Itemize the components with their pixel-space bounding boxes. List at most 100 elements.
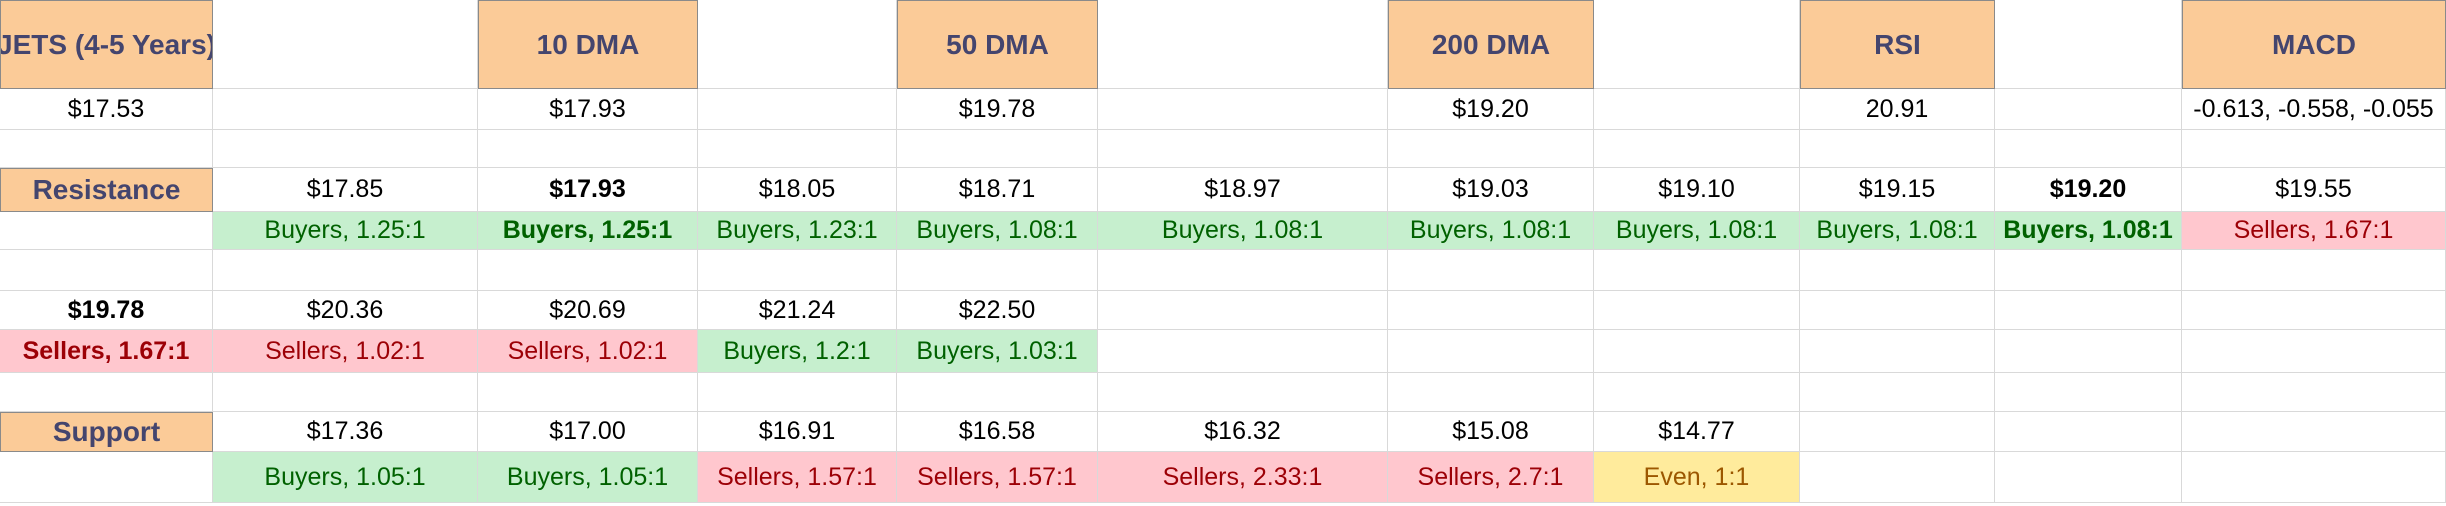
dma10-header[interactable]: 10 DMA [478,0,698,89]
empty-cell[interactable] [0,250,213,291]
empty-cell[interactable] [213,373,478,412]
empty-cell[interactable] [213,130,478,168]
resistance-ratio[interactable]: Sellers, 1.02:1 [213,330,478,373]
resistance-price[interactable]: $19.15 [1800,168,1995,212]
empty-cell[interactable] [698,89,897,130]
empty-cell[interactable] [698,373,897,412]
resistance-ratio[interactable]: Sellers, 1.67:1 [0,330,213,373]
empty-cell[interactable] [213,0,478,89]
empty-cell[interactable] [1098,0,1388,89]
empty-cell[interactable] [2182,412,2446,452]
empty-cell[interactable] [1098,130,1388,168]
empty-cell[interactable] [478,250,698,291]
empty-cell[interactable] [1995,89,2182,130]
resistance-ratio[interactable]: Buyers, 1.08:1 [1995,212,2182,250]
resistance-price[interactable]: $19.10 [1594,168,1800,212]
empty-cell[interactable] [1995,250,2182,291]
macd-value[interactable]: -0.613, -0.558, -0.055 [2182,89,2446,130]
empty-cell[interactable] [1800,291,1995,330]
rsi-header[interactable]: RSI [1800,0,1995,89]
resistance-ratio[interactable]: Buyers, 1.23:1 [698,212,897,250]
empty-cell[interactable] [1594,373,1800,412]
empty-cell[interactable] [897,373,1098,412]
support-price[interactable]: $16.32 [1098,412,1388,452]
resistance-ratio[interactable]: Buyers, 1.08:1 [897,212,1098,250]
resistance-price[interactable]: $20.69 [478,291,698,330]
support-ratio[interactable]: Sellers, 2.7:1 [1388,452,1594,503]
empty-cell[interactable] [0,373,213,412]
macd-header[interactable]: MACD [2182,0,2446,89]
empty-cell[interactable] [698,130,897,168]
empty-cell[interactable] [1594,89,1800,130]
support-price[interactable]: $16.58 [897,412,1098,452]
empty-cell[interactable] [2182,452,2446,503]
dma200-header[interactable]: 200 DMA [1388,0,1594,89]
empty-cell[interactable] [0,212,213,250]
empty-cell[interactable] [213,250,478,291]
empty-cell[interactable] [0,452,213,503]
support-ratio[interactable]: Sellers, 2.33:1 [1098,452,1388,503]
resistance-ratio[interactable]: Sellers, 1.67:1 [2182,212,2446,250]
rsi-value[interactable]: 20.91 [1800,89,1995,130]
resistance-ratio[interactable]: Sellers, 1.02:1 [478,330,698,373]
resistance-ratio[interactable]: Buyers, 1.03:1 [897,330,1098,373]
resistance-price[interactable]: $21.24 [698,291,897,330]
resistance-ratio[interactable]: Buyers, 1.08:1 [1388,212,1594,250]
dma50-header[interactable]: 50 DMA [897,0,1098,89]
support-ratio[interactable]: Buyers, 1.05:1 [478,452,698,503]
empty-cell[interactable] [1388,250,1594,291]
empty-cell[interactable] [1388,130,1594,168]
resistance-ratio[interactable]: Buyers, 1.08:1 [1594,212,1800,250]
dma200-value[interactable]: $19.20 [1388,89,1594,130]
resistance-price[interactable]: $19.03 [1388,168,1594,212]
empty-cell[interactable] [1594,250,1800,291]
support-price[interactable]: $17.00 [478,412,698,452]
resistance-price[interactable]: $19.20 [1995,168,2182,212]
support-ratio[interactable]: Buyers, 1.05:1 [213,452,478,503]
empty-cell[interactable] [0,130,213,168]
resistance-price[interactable]: $22.50 [897,291,1098,330]
empty-cell[interactable] [1800,130,1995,168]
empty-cell[interactable] [1388,291,1594,330]
empty-cell[interactable] [1995,130,2182,168]
resistance-price[interactable]: $18.71 [897,168,1098,212]
ticker-header[interactable]: JETS (4-5 Years) [0,0,213,89]
empty-cell[interactable] [478,130,698,168]
support-label[interactable]: Support [0,412,213,452]
empty-cell[interactable] [1800,250,1995,291]
support-price[interactable]: $17.36 [213,412,478,452]
empty-cell[interactable] [1800,373,1995,412]
empty-cell[interactable] [2182,250,2446,291]
resistance-price[interactable]: $18.97 [1098,168,1388,212]
price-value[interactable]: $17.53 [0,89,213,130]
resistance-price[interactable]: $18.05 [698,168,897,212]
support-ratio[interactable]: Sellers, 1.57:1 [698,452,897,503]
empty-cell[interactable] [1800,330,1995,373]
resistance-price[interactable]: $17.85 [213,168,478,212]
empty-cell[interactable] [1388,373,1594,412]
empty-cell[interactable] [1098,330,1388,373]
empty-cell[interactable] [1388,330,1594,373]
resistance-ratio[interactable]: Buyers, 1.08:1 [1098,212,1388,250]
empty-cell[interactable] [1995,412,2182,452]
resistance-ratio[interactable]: Buyers, 1.2:1 [698,330,897,373]
support-price[interactable]: $16.91 [698,412,897,452]
empty-cell[interactable] [897,130,1098,168]
empty-cell[interactable] [698,0,897,89]
support-price[interactable]: $15.08 [1388,412,1594,452]
empty-cell[interactable] [1098,291,1388,330]
empty-cell[interactable] [1098,250,1388,291]
empty-cell[interactable] [1594,291,1800,330]
empty-cell[interactable] [1594,330,1800,373]
support-ratio[interactable]: Even, 1:1 [1594,452,1800,503]
resistance-ratio[interactable]: Buyers, 1.25:1 [478,212,698,250]
empty-cell[interactable] [1800,412,1995,452]
empty-cell[interactable] [1995,0,2182,89]
empty-cell[interactable] [1995,330,2182,373]
empty-cell[interactable] [698,250,897,291]
empty-cell[interactable] [1995,373,2182,412]
empty-cell[interactable] [2182,130,2446,168]
empty-cell[interactable] [897,250,1098,291]
empty-cell[interactable] [1594,0,1800,89]
empty-cell[interactable] [2182,373,2446,412]
